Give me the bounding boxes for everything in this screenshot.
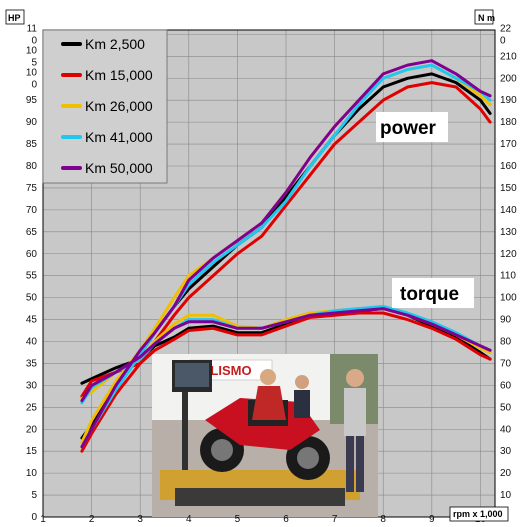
x-tick-label: 3 [137, 514, 143, 525]
power-annotation: power [376, 112, 448, 142]
right-tick-label: 30 [500, 446, 512, 457]
left-tick-label: 65 [26, 227, 38, 238]
photo-rider-head [260, 369, 276, 385]
x-tick-label: 2 [89, 514, 95, 525]
dyno-photo: LISMO [152, 354, 378, 517]
left-tick-label: 5 [31, 490, 37, 501]
left-tick-label: 75 [26, 183, 38, 194]
right-tick-label: 120 [500, 249, 517, 260]
legend-label-series-3: Km 26,000 [85, 98, 153, 114]
right-tick-label: 80 [500, 337, 512, 348]
left-tick-label: 10 [26, 468, 38, 479]
torque-curve-series-5 [80, 307, 492, 403]
right-tick-label: 140 [500, 205, 517, 216]
left-unit-label: HP [8, 13, 21, 23]
power-annotation-bg [376, 112, 448, 142]
left-tick-label: 10 5 [26, 45, 38, 68]
power-annotation-text: power [380, 118, 437, 139]
right-unit-label: N m [478, 13, 495, 23]
left-tick-label: 45 [26, 315, 38, 326]
photo-mechanic-body [294, 390, 310, 418]
photo-monitor-screen [175, 363, 209, 387]
power-curve-series-5 [80, 59, 492, 449]
legend-items: Km 2,500 Km 15,000 Km 26,000 Km 41,000 Km 50… [61, 36, 153, 176]
right-tick-label: 160 [500, 161, 517, 172]
left-tick-label: 20 [26, 424, 38, 435]
photo-monitor-stand [182, 392, 188, 472]
photo-rider-torso [252, 386, 286, 420]
left-tick-label: 60 [26, 249, 38, 260]
legend-label-series-1: Km 2,500 [85, 36, 145, 52]
left-unit-box [5, 9, 25, 25]
left-unit: HP [5, 9, 25, 25]
right-tick-label: 40 [500, 424, 512, 435]
right-tick-label: 20 [500, 468, 512, 479]
x-unit: rpm x 1,000 [449, 506, 509, 522]
photo-observer-leg-right [356, 436, 364, 492]
torque-annotation: torque [392, 278, 474, 308]
curves [80, 59, 492, 453]
x-tick-label: 6 [283, 514, 289, 525]
photo-observer-shirt [344, 388, 366, 436]
right-tick-label: 60 [500, 380, 512, 391]
left-tick-label: 25 [26, 402, 38, 413]
right-tick-label: 210 [500, 51, 517, 62]
left-tick-label: 70 [26, 205, 38, 216]
left-tick-label: 55 [26, 271, 38, 282]
x-tick-label: 8 [380, 514, 386, 525]
right-tick-label: 70 [500, 358, 512, 369]
photo-mechanic-head [295, 375, 309, 389]
torque-annotation-bg [392, 278, 474, 308]
x-tick-label: 1 [40, 514, 46, 525]
left-tick-label: 90 [26, 117, 38, 128]
right-tick-label: 50 [500, 402, 512, 413]
legend: Km 2,500 Km 15,000 Km 26,000 Km 41,000 Km 50… [42, 29, 168, 184]
x-tick-label: 5 [235, 514, 241, 525]
x-unit-box [449, 506, 509, 522]
left-tick-label: 95 [26, 95, 38, 106]
left-tick-label: 40 [26, 337, 38, 348]
right-tick-label: 22 0 [500, 23, 512, 46]
left-tick-label: 15 [26, 446, 38, 457]
right-unit-box [474, 9, 494, 25]
left-tick-label: 11 0 [27, 23, 38, 46]
right-tick-label: 10 [500, 490, 512, 501]
left-tick-label: 35 [26, 358, 38, 369]
right-tick-label: 130 [500, 227, 517, 238]
legend-label-series-2: Km 15,000 [85, 67, 153, 83]
torque-annotation-text: torque [400, 284, 459, 305]
x-tick-label: 4 [186, 514, 192, 525]
x-tick-label: 7 [332, 514, 338, 525]
x-tick-label: 9 [429, 514, 435, 525]
right-tick-label: 180 [500, 117, 517, 128]
power-curve-series-4 [80, 63, 492, 449]
torque-curve-series-2 [80, 311, 492, 398]
left-tick-label: 50 [26, 293, 38, 304]
left-tick-label: 10 0 [26, 67, 38, 90]
legend-label-series-5: Km 50,000 [85, 160, 153, 176]
right-tick-label: 100 [500, 293, 517, 304]
legend-label-series-4: Km 41,000 [85, 129, 153, 145]
left-tick-label: 0 [31, 512, 37, 523]
photo-observer-leg-left [346, 436, 354, 492]
right-tick-label: 190 [500, 95, 517, 106]
right-unit: N m [474, 9, 495, 25]
x-unit-label: rpm x 1,000 [453, 509, 503, 519]
right-tick-label: 200 [500, 73, 517, 84]
photo-observer-head [346, 369, 364, 387]
photo-rear-rim [297, 447, 319, 469]
left-tick-label: 85 [26, 139, 38, 150]
right-tick-label: 150 [500, 183, 517, 194]
right-tick-label: 90 [500, 315, 512, 326]
photo-front-rim [211, 439, 233, 461]
left-tick-label: 80 [26, 161, 38, 172]
right-tick-label: 170 [500, 139, 517, 150]
photo-roller [175, 488, 345, 506]
left-tick-label: 30 [26, 380, 38, 391]
right-tick-label: 110 [500, 271, 516, 282]
photo-sign-text: LISMO [210, 363, 251, 378]
